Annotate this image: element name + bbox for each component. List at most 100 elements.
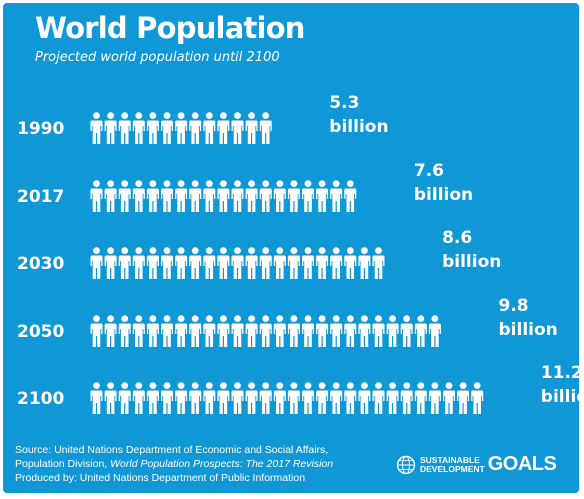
- person-icon: [457, 382, 470, 414]
- person-icon: [245, 247, 258, 279]
- person-icon: [132, 180, 145, 212]
- person-icon: [118, 112, 131, 144]
- person-icon: [316, 382, 329, 414]
- person-icon: [161, 382, 173, 414]
- person-icon: [316, 247, 329, 279]
- person-icon: [146, 180, 159, 212]
- person-icon: [104, 315, 117, 347]
- year-label: 2050: [17, 322, 64, 342]
- person-icon: [330, 247, 343, 279]
- person-icon: [118, 315, 131, 347]
- person-icon: [231, 112, 244, 144]
- person-icon: [217, 247, 230, 279]
- population-bar: [90, 315, 441, 347]
- person-icon: [344, 382, 357, 414]
- person-icon: [273, 315, 286, 347]
- person-icon: [245, 112, 258, 144]
- person-icon: [400, 315, 413, 347]
- person-icon: [203, 180, 216, 212]
- value-label: 11.2: [541, 363, 579, 383]
- person-icon: [132, 382, 145, 414]
- person-icon: [90, 247, 103, 279]
- person-icon: [344, 315, 357, 347]
- person-icon: [175, 315, 188, 347]
- person-icon: [118, 382, 131, 414]
- person-icon: [358, 247, 371, 279]
- sdg-logo-text: SUSTAINABLE DEVELOPMENT: [420, 454, 485, 474]
- un-emblem-icon: [396, 455, 416, 474]
- person-icon: [302, 180, 314, 212]
- person-icon: [104, 247, 117, 279]
- person-icon: [259, 382, 272, 414]
- value-unit-label: billion: [414, 185, 473, 205]
- population-chart: 1990 5.3 billion 2017 7.6 billion 2030 8.6 billi…: [17, 93, 579, 414]
- person-icon: [118, 247, 131, 279]
- person-icon: [217, 315, 230, 347]
- value-label: 5.3: [329, 93, 359, 113]
- person-icon: [189, 247, 202, 279]
- person-icon: [189, 315, 202, 347]
- person-icon: [132, 247, 145, 279]
- value-unit-label: billion: [442, 252, 501, 272]
- value-label: 7.6: [414, 161, 444, 181]
- person-icon: [330, 315, 343, 347]
- person-icon: [132, 315, 145, 347]
- person-icon: [372, 247, 385, 279]
- person-icon: [245, 180, 258, 212]
- person-icon: [203, 112, 216, 144]
- sdg-logo-goals: GOALS: [487, 453, 557, 475]
- person-icon: [372, 382, 385, 414]
- person-icon: [302, 315, 314, 347]
- source-line-2: Population Division, World Population Pr…: [15, 458, 333, 470]
- person-icon: [189, 112, 202, 144]
- person-icon: [245, 315, 258, 347]
- year-label: 2030: [17, 254, 64, 274]
- person-icon: [287, 382, 300, 414]
- person-icon: [175, 112, 188, 144]
- person-icon: [203, 315, 216, 347]
- person-icon: [231, 180, 244, 212]
- person-icon: [259, 112, 272, 144]
- person-icon: [104, 112, 117, 144]
- person-icon: [414, 382, 427, 414]
- person-icon: [358, 315, 371, 347]
- person-icon: [316, 315, 329, 347]
- person-icon: [146, 247, 159, 279]
- population-bar: [90, 112, 272, 144]
- person-icon: [231, 315, 244, 347]
- value-unit-label: billion: [541, 387, 579, 407]
- person-icon: [90, 315, 103, 347]
- person-icon: [161, 315, 173, 347]
- year-label: 1990: [17, 119, 64, 139]
- person-icon: [287, 247, 300, 279]
- person-icon: [217, 180, 230, 212]
- person-icon: [217, 112, 230, 144]
- page-title: World Population: [35, 11, 305, 45]
- person-icon: [316, 180, 329, 212]
- person-icon: [287, 315, 300, 347]
- year-label: 2100: [17, 389, 64, 409]
- person-icon: [175, 180, 188, 212]
- person-icon: [287, 180, 300, 212]
- value-label: 8.6: [442, 228, 472, 248]
- value-label: 9.8: [499, 296, 529, 316]
- person-icon: [146, 382, 159, 414]
- person-icon: [428, 382, 441, 414]
- sdg-logo-line1: SUSTAINABLE: [420, 454, 480, 465]
- source-publication-title: World Population Prospects: The 2017 Rev…: [110, 458, 334, 470]
- person-icon: [245, 382, 258, 414]
- person-icon: [90, 112, 103, 144]
- person-icon: [231, 247, 244, 279]
- person-icon: [118, 180, 131, 212]
- person-icon: [90, 180, 103, 212]
- page-subtitle: Projected world population until 2100: [35, 50, 280, 65]
- person-icon: [414, 315, 427, 347]
- population-bar: [90, 247, 385, 279]
- person-icon: [358, 382, 371, 414]
- person-icon: [175, 382, 188, 414]
- person-icon: [330, 382, 343, 414]
- person-icon: [146, 315, 159, 347]
- person-icon: [90, 382, 103, 414]
- source-line-1: Source: United Nations Department of Eco…: [15, 444, 329, 456]
- person-icon: [428, 315, 441, 347]
